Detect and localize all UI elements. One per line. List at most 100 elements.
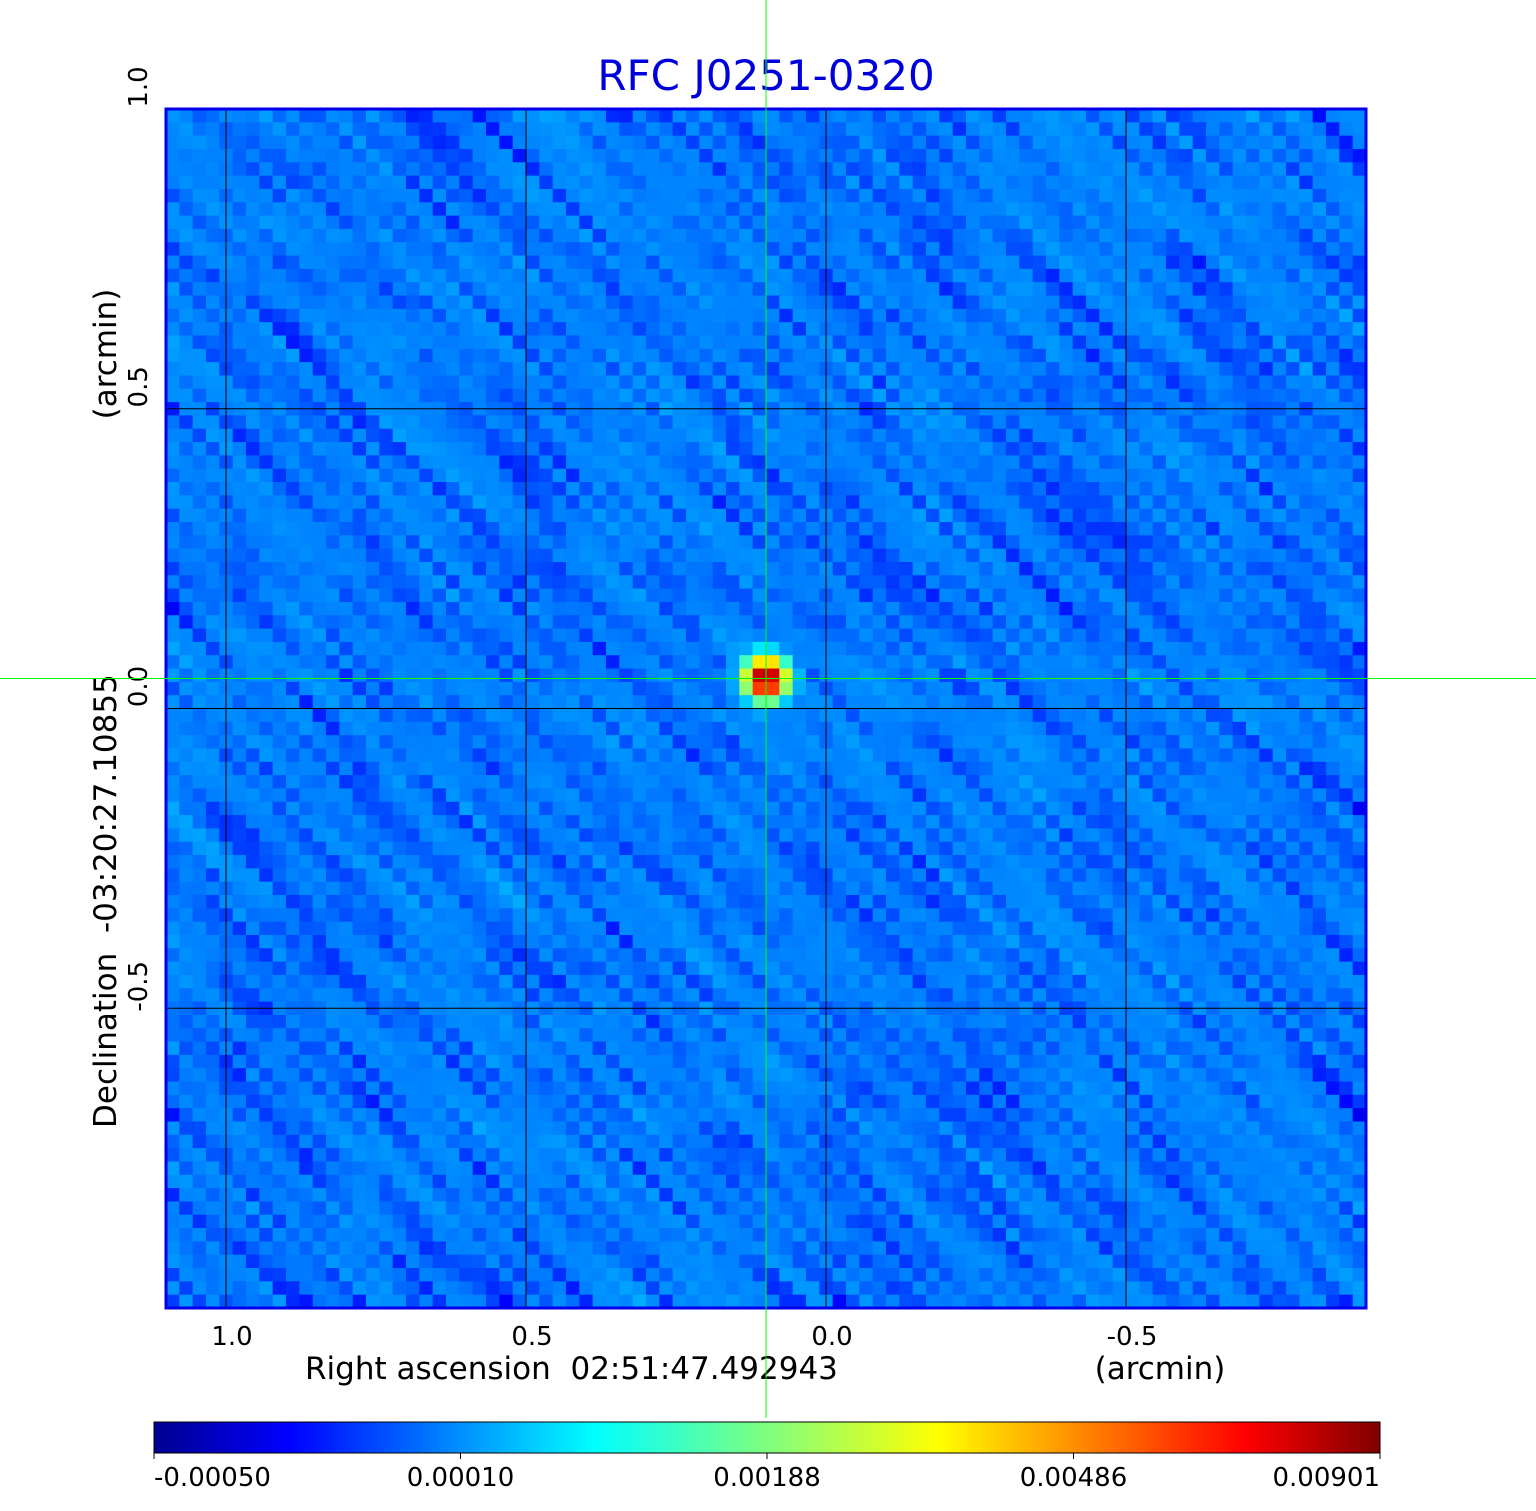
- map-pixel: [1286, 495, 1300, 510]
- map-pixel: [846, 681, 860, 696]
- map-pixel: [832, 508, 847, 523]
- map-pixel: [566, 188, 580, 203]
- map-pixel: [659, 388, 674, 403]
- map-pixel: [686, 695, 700, 710]
- map-pixel: [832, 162, 847, 177]
- map-pixel: [432, 575, 447, 590]
- map-pixel: [846, 148, 860, 163]
- map-pixel: [1152, 495, 1167, 510]
- map-pixel: [312, 841, 327, 856]
- map-pixel: [632, 735, 647, 750]
- map-pixel: [1286, 375, 1300, 390]
- map-pixel: [899, 615, 914, 630]
- map-pixel: [299, 601, 314, 616]
- map-pixel: [552, 215, 567, 230]
- map-pixel: [419, 521, 434, 536]
- map-pixel: [832, 148, 847, 163]
- map-pixel: [1219, 215, 1234, 230]
- map-pixel: [699, 442, 714, 456]
- map-pixel: [899, 708, 914, 723]
- map-pixel: [1086, 135, 1100, 150]
- map-pixel: [899, 215, 914, 230]
- map-pixel: [992, 761, 1007, 776]
- map-pixel: [352, 815, 367, 829]
- map-pixel: [1339, 721, 1354, 736]
- map-pixel: [859, 162, 874, 177]
- map-pixel: [846, 455, 860, 470]
- map-pixel: [686, 202, 700, 217]
- map-pixel: [752, 282, 767, 297]
- map-pixel: [486, 841, 500, 856]
- map-pixel: [1299, 162, 1314, 177]
- map-pixel: [606, 495, 620, 510]
- map-pixel: [192, 255, 207, 270]
- map-pixel: [366, 282, 380, 297]
- map-pixel: [326, 721, 340, 736]
- map-pixel: [1072, 575, 1087, 590]
- map-pixel: [1259, 375, 1274, 390]
- map-pixel: [966, 828, 980, 843]
- map-pixel: [899, 721, 914, 736]
- map-pixel: [299, 188, 314, 203]
- map-pixel: [966, 655, 980, 670]
- map-pixel: [206, 535, 220, 550]
- map-pixel: [592, 615, 607, 630]
- map-pixel: [1006, 428, 1020, 443]
- map-pixel: [1272, 815, 1287, 829]
- map-pixel: [926, 815, 940, 829]
- map-pixel: [406, 215, 420, 230]
- map-pixel: [432, 761, 447, 776]
- map-pixel: [1072, 415, 1087, 430]
- map-pixel: [512, 708, 527, 723]
- map-pixel: [179, 202, 194, 217]
- map-pixel: [632, 521, 647, 536]
- map-pixel: [592, 681, 607, 696]
- map-pixel: [766, 482, 780, 496]
- map-pixel: [1139, 468, 1154, 483]
- map-pixel: [886, 175, 900, 190]
- map-pixel: [499, 415, 514, 430]
- map-pixel: [939, 295, 954, 310]
- map-pixel: [752, 508, 767, 523]
- map-pixel: [392, 455, 407, 470]
- map-pixel: [1099, 282, 1114, 297]
- map-pixel: [579, 561, 594, 576]
- map-pixel: [1032, 761, 1047, 776]
- map-pixel: [592, 242, 607, 257]
- map-pixel: [952, 801, 967, 816]
- map-pixel: [366, 162, 380, 177]
- map-pixel: [646, 162, 660, 177]
- map-pixel: [779, 215, 794, 230]
- map-pixel: [192, 735, 207, 750]
- map-pixel: [579, 188, 594, 203]
- map-pixel: [366, 801, 380, 816]
- map-pixel: [739, 175, 754, 190]
- map-pixel: [686, 468, 700, 483]
- map-pixel: [846, 668, 860, 683]
- map-pixel: [379, 428, 394, 443]
- map-pixel: [926, 388, 940, 403]
- map-pixel: [472, 455, 487, 470]
- map-pixel: [1219, 748, 1234, 763]
- map-pixel: [192, 348, 207, 363]
- map-pixel: [526, 388, 540, 403]
- map-pixel: [246, 521, 260, 536]
- map-pixel: [659, 775, 674, 790]
- map-pixel: [1192, 788, 1207, 803]
- map-pixel: [392, 575, 407, 590]
- map-pixel: [766, 708, 780, 723]
- map-pixel: [326, 788, 340, 803]
- map-pixel: [1006, 215, 1020, 230]
- map-pixel: [952, 735, 967, 750]
- map-pixel: [1246, 735, 1260, 750]
- map-pixel: [672, 521, 687, 536]
- map-pixel: [1339, 162, 1354, 177]
- map-pixel: [659, 242, 674, 257]
- map-pixel: [1179, 521, 1194, 536]
- map-pixel: [806, 815, 820, 829]
- map-pixel: [192, 641, 207, 656]
- map-pixel: [899, 375, 914, 390]
- map-pixel: [1006, 548, 1020, 563]
- map-pixel: [912, 721, 927, 736]
- map-pixel: [1112, 641, 1127, 656]
